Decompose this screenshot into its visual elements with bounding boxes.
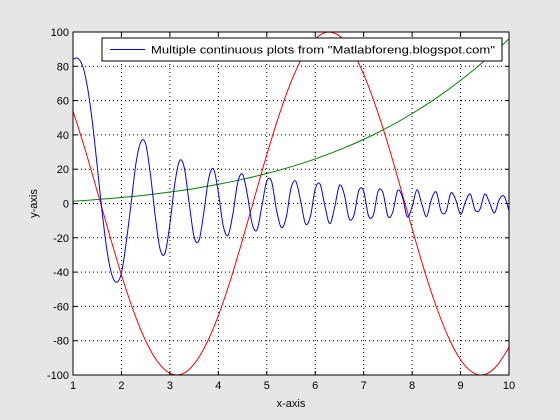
legend: Multiple continuous plots from "Matlabfo… bbox=[101, 37, 503, 62]
x-tick-label: 2 bbox=[118, 380, 124, 392]
tick-labels: 1 2 3 4 5 6 7 8 9 10 -100 -80 -60 -40 -20 0 20 40 60 80 100 bbox=[47, 27, 515, 392]
y-tick-label: 40 bbox=[57, 130, 69, 142]
plot-area: 1 2 3 4 5 6 7 8 9 10 -100 -80 -60 -40 -20 0 20 40 60 80 100 bbox=[47, 27, 515, 392]
legend-entry-label: Multiple continuous plots from "Matlabfo… bbox=[151, 45, 495, 57]
x-tick-label: 1 bbox=[70, 380, 76, 392]
ticks bbox=[72, 31, 510, 376]
y-tick-label: -20 bbox=[53, 233, 69, 245]
y-tick-label: -100 bbox=[47, 370, 69, 382]
y-tick-label: 60 bbox=[57, 96, 69, 108]
y-tick-label: -40 bbox=[53, 267, 69, 279]
x-tick-label: 3 bbox=[167, 380, 173, 392]
series-line-blue bbox=[73, 57, 509, 283]
series-line-red bbox=[73, 32, 509, 375]
x-tick-label: 9 bbox=[457, 380, 463, 392]
x-tick-label: 8 bbox=[409, 380, 415, 392]
y-axis-label: y-axis bbox=[28, 189, 40, 218]
x-tick-label: 5 bbox=[264, 380, 270, 392]
x-tick-label: 6 bbox=[312, 380, 318, 392]
y-tick-label: 100 bbox=[51, 27, 69, 39]
y-tick-label: 20 bbox=[57, 164, 69, 176]
x-tick-label: 4 bbox=[215, 380, 221, 392]
x-tick-label: 7 bbox=[361, 380, 367, 392]
y-tick-label: 80 bbox=[57, 61, 69, 73]
series-line-green bbox=[73, 38, 509, 202]
x-axis-label: x-axis bbox=[277, 398, 306, 410]
y-tick-label: -60 bbox=[53, 301, 69, 313]
x-tick-label: 10 bbox=[503, 380, 515, 392]
y-tick-label: -80 bbox=[53, 336, 69, 348]
legend-box bbox=[101, 37, 503, 62]
y-tick-label: 0 bbox=[63, 199, 69, 211]
series-layer bbox=[73, 32, 509, 375]
